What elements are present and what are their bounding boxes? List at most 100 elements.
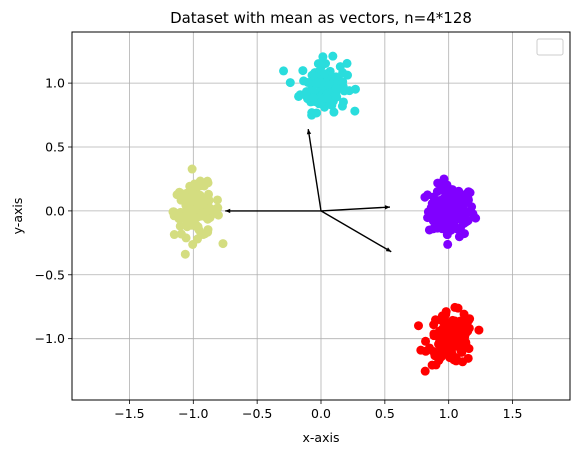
- mean-vector: [320, 210, 392, 253]
- x-tick-label: 0.0: [311, 406, 331, 421]
- data-point: [328, 51, 338, 61]
- data-point: [452, 224, 462, 234]
- mean-vector: [307, 129, 322, 211]
- data-point: [438, 332, 448, 342]
- legend-box: [536, 38, 564, 56]
- data-point: [338, 77, 348, 87]
- data-point: [180, 249, 190, 259]
- data-point: [462, 317, 472, 327]
- x-tick-label: 1.5: [503, 406, 523, 421]
- data-point: [184, 197, 194, 207]
- data-point: [198, 208, 208, 218]
- mean-vector: [320, 206, 390, 212]
- data-point: [453, 303, 463, 313]
- data-point: [204, 189, 214, 199]
- data-point: [350, 84, 360, 94]
- data-point: [443, 222, 453, 232]
- data-point: [450, 316, 460, 326]
- y-tick-label: −1.0: [35, 331, 65, 346]
- data-point: [421, 336, 431, 346]
- data-point: [449, 207, 459, 217]
- data-point: [439, 338, 449, 348]
- data-point: [454, 232, 464, 242]
- data-point: [316, 61, 326, 71]
- arrow-head: [306, 129, 312, 135]
- data-point: [314, 99, 324, 109]
- data-point: [285, 78, 295, 88]
- y-axis-label: y-axis: [10, 198, 25, 235]
- data-point: [190, 179, 200, 189]
- data-point: [451, 356, 461, 366]
- data-point: [218, 239, 228, 249]
- data-point: [302, 87, 312, 97]
- data-point: [169, 230, 179, 240]
- data-point: [178, 213, 188, 223]
- data-point: [350, 106, 360, 116]
- data-point: [190, 204, 200, 214]
- arrow-head: [385, 247, 392, 252]
- data-point: [458, 216, 468, 226]
- y-tick-label: −0.5: [35, 267, 65, 282]
- data-points: [168, 51, 484, 376]
- data-point: [440, 201, 450, 211]
- data-point: [455, 194, 465, 204]
- data-point: [443, 239, 453, 249]
- data-point: [279, 66, 289, 76]
- x-axis-label: x-axis: [303, 430, 340, 445]
- data-point: [420, 366, 430, 376]
- data-point: [203, 227, 213, 237]
- data-point: [438, 347, 448, 357]
- data-point: [448, 332, 458, 342]
- data-point: [457, 347, 467, 357]
- data-point: [331, 72, 341, 82]
- data-point: [203, 214, 213, 224]
- x-tick-label: −1.0: [178, 406, 208, 421]
- arrow-head: [384, 205, 390, 210]
- x-tick-label: −0.5: [242, 406, 272, 421]
- y-tick-label: 0.5: [45, 140, 65, 155]
- data-point: [413, 321, 423, 331]
- data-point: [474, 325, 484, 335]
- data-point: [212, 195, 222, 205]
- data-point: [425, 343, 435, 353]
- data-point: [168, 207, 178, 217]
- data-point: [311, 79, 321, 89]
- data-point: [468, 209, 478, 219]
- x-tick-label: −1.5: [114, 406, 144, 421]
- data-point: [194, 225, 204, 235]
- data-point: [182, 206, 192, 216]
- data-point: [420, 192, 430, 202]
- arrow-head: [225, 208, 231, 214]
- data-point: [342, 58, 352, 68]
- data-point: [461, 341, 471, 351]
- mean-vectors: [225, 129, 392, 253]
- data-point: [312, 108, 322, 118]
- data-point: [431, 330, 441, 340]
- y-tick-label: 0.0: [45, 203, 65, 218]
- data-point: [331, 84, 341, 94]
- data-point: [338, 68, 348, 78]
- data-point: [439, 314, 449, 324]
- data-point: [188, 240, 198, 250]
- data-point: [447, 188, 457, 198]
- data-point: [298, 66, 308, 76]
- data-point: [463, 326, 473, 336]
- data-point: [205, 203, 215, 213]
- data-point: [438, 325, 448, 335]
- data-point: [433, 178, 443, 188]
- data-point: [429, 320, 439, 330]
- data-point: [467, 202, 477, 212]
- data-point: [430, 203, 440, 213]
- x-tick-label: 0.5: [375, 406, 395, 421]
- data-point: [431, 360, 441, 370]
- axis-ticks: −1.5 −1.0 −0.5 0.0 0.5 1.0 1.5 −1.0 −0.5 0.0 0.5 1.…: [35, 76, 523, 421]
- chart-title: Dataset with mean as vectors, n=4*128: [170, 9, 472, 27]
- data-point: [464, 187, 474, 197]
- x-tick-label: 1.0: [439, 406, 459, 421]
- data-point: [213, 210, 223, 220]
- data-point: [459, 309, 469, 319]
- y-tick-label: 1.0: [45, 76, 65, 91]
- data-point: [329, 107, 339, 117]
- data-point: [176, 229, 186, 239]
